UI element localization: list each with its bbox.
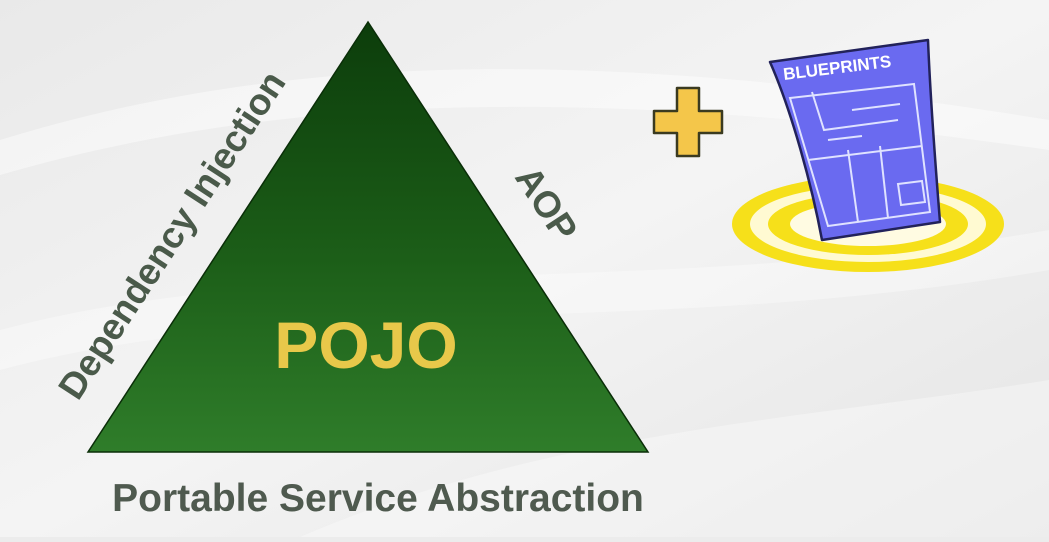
center-label: POJO <box>274 308 457 382</box>
plus-icon <box>652 86 724 158</box>
background-swoosh <box>300 380 1049 537</box>
pojo-triangle <box>86 20 650 453</box>
blueprint-icon: BLUEPRINTS <box>732 38 1004 272</box>
blueprint-paper <box>768 38 942 242</box>
base-label: Portable Service Abstraction <box>112 477 644 520</box>
blueprint-plan <box>788 82 932 228</box>
